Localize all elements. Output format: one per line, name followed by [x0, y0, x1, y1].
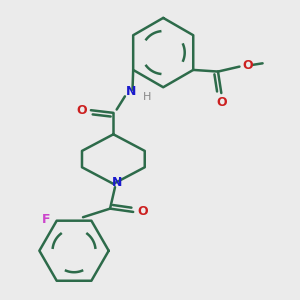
- Text: N: N: [112, 176, 122, 189]
- Text: O: O: [76, 104, 87, 117]
- Text: F: F: [42, 212, 50, 226]
- Text: O: O: [137, 206, 148, 218]
- Text: O: O: [216, 96, 226, 109]
- Text: H: H: [143, 92, 152, 102]
- Text: O: O: [243, 59, 254, 72]
- Text: N: N: [126, 85, 137, 98]
